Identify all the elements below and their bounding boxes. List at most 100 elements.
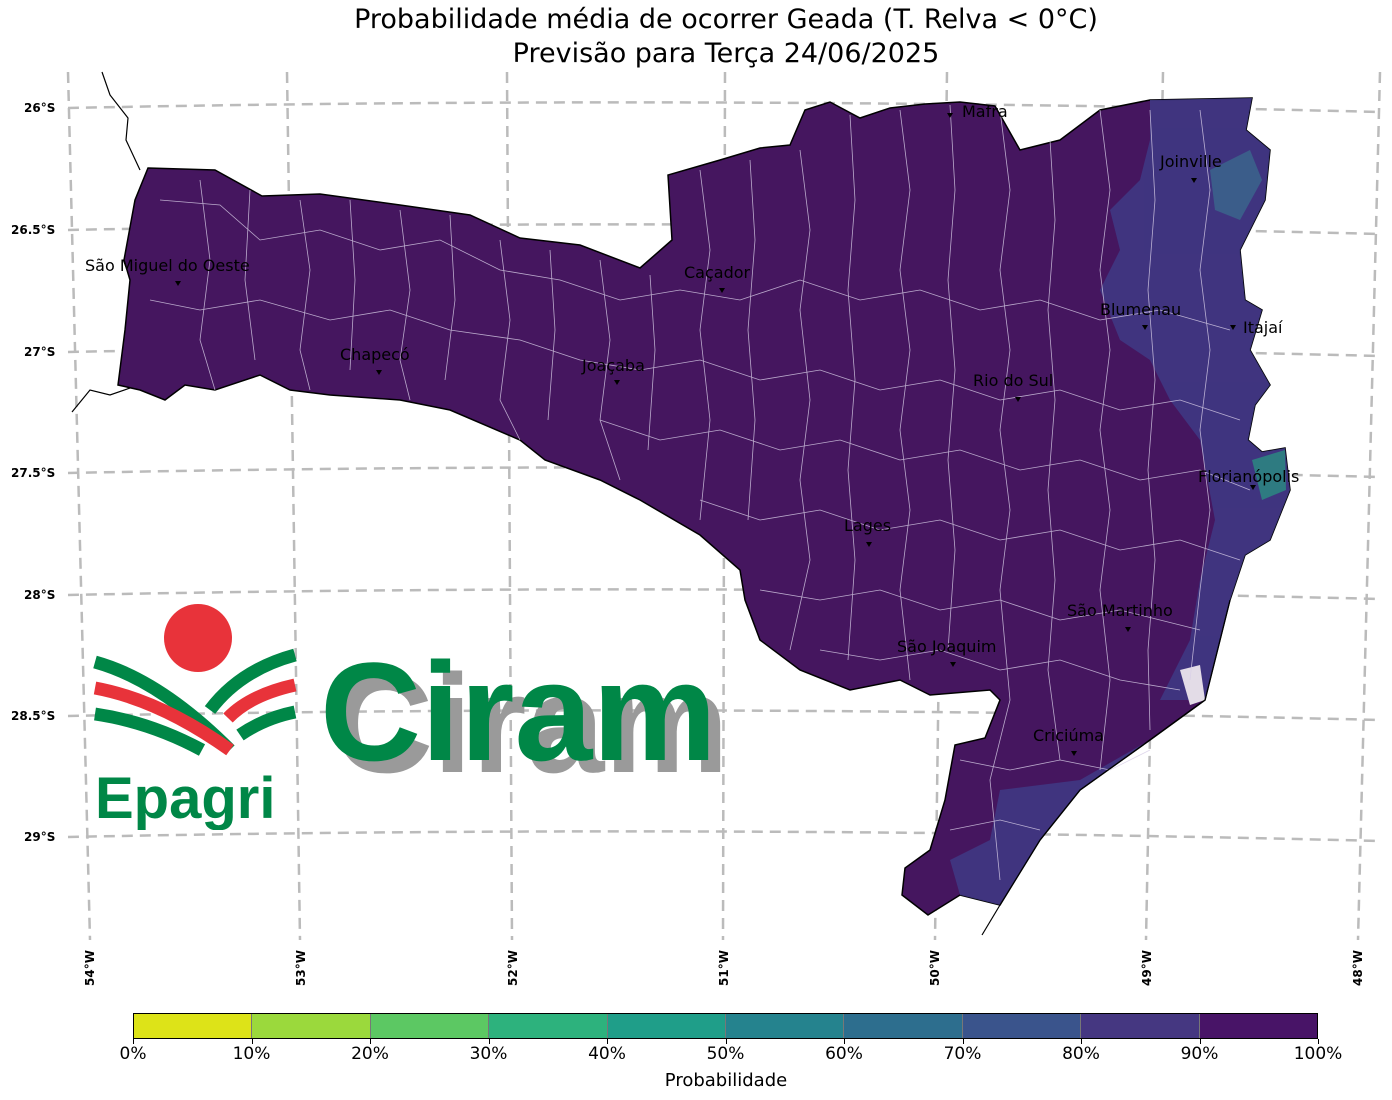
colorbar-tick-mark <box>725 1039 727 1044</box>
city-label-cacador: Caçador <box>684 263 751 282</box>
colorbar-tick-label: 70% <box>943 1044 982 1064</box>
city-label-lages: Lages <box>844 516 892 535</box>
colorbar-tick-label: 30% <box>469 1044 508 1064</box>
grid-line-lat-28.5 <box>67 709 1381 722</box>
logo-ciram-text: Ciram <box>320 633 717 790</box>
lat-label: 26.5°S <box>11 223 56 237</box>
colorbar-tick-mark <box>962 1039 964 1044</box>
city-marker-sao-joaquim <box>950 662 956 667</box>
grid-line-lon-48 <box>1356 71 1382 941</box>
grid-line-lat-28 <box>67 588 1381 601</box>
city-markers <box>175 113 1256 756</box>
lon-label: 52°W <box>506 950 520 986</box>
city-label-joinville: Joinville <box>1160 152 1222 171</box>
colorbar-label: Probabilidade <box>664 1070 788 1091</box>
colorbar-tick-mark <box>1318 1039 1319 1044</box>
colorbar-tick-label: 10% <box>232 1044 271 1064</box>
colorbar-segment <box>726 1014 845 1038</box>
city-label-joacaba: Joaçaba <box>582 356 645 375</box>
colorbar <box>133 1013 1318 1039</box>
colorbar-tick-label: 0% <box>119 1044 147 1064</box>
city-marker-joacaba <box>614 380 620 385</box>
city-marker-sao-martinho <box>1125 627 1131 632</box>
colorbar-segment <box>962 1014 1082 1038</box>
city-label-rio-do-sul: Rio do Sul <box>973 371 1054 390</box>
colorbar-tick-mark <box>488 1039 490 1044</box>
colorbar-tick-label: 100% <box>1293 1044 1343 1064</box>
city-marker-blumenau <box>1142 325 1148 330</box>
colorbar-segment <box>134 1014 253 1038</box>
city-marker-florianopolis <box>1250 485 1256 490</box>
colorbar-segment <box>370 1014 490 1038</box>
colorbar-tick-label: 50% <box>706 1044 745 1064</box>
colorbar-segment <box>607 1014 727 1038</box>
city-label-chapeco: Chapecó <box>340 345 410 364</box>
city-label-sao-martinho: São Martinho <box>1067 601 1173 620</box>
lon-label: 53°W <box>294 950 308 986</box>
colorbar-tick-label: 40% <box>588 1044 626 1064</box>
probability-zones <box>950 98 1290 905</box>
city-marker-chapeco <box>376 370 382 375</box>
coastline-south-extension <box>981 904 1001 936</box>
city-label-sao-miguel-do-oeste: São Miguel do Oeste <box>85 256 250 275</box>
city-marker-sao-miguel-do-oeste <box>175 281 181 286</box>
lat-label: 27°S <box>24 345 56 359</box>
coastline <box>999 599 1231 906</box>
lon-label: 49°W <box>1140 950 1154 986</box>
city-marker-joinville <box>1191 178 1197 183</box>
lon-label: 51°W <box>717 950 731 986</box>
lat-label: 27.5°S <box>11 466 56 480</box>
city-marker-cacador <box>719 288 725 293</box>
city-label-blumenau: Blumenau <box>1100 300 1182 319</box>
logo-epagri-text: Epagri <box>95 766 276 830</box>
municipal-boundaries <box>149 104 1251 881</box>
grid-line-lat-27.5 <box>67 466 1381 479</box>
colorbar-tick-mark <box>607 1039 608 1044</box>
logo-ciram-shadow: Ciram <box>332 645 729 802</box>
city-marker-itajai <box>1230 325 1236 330</box>
city-marker-rio-do-sul <box>1015 397 1021 402</box>
city-marker-mafra <box>947 113 953 118</box>
lat-label: 29°S <box>24 830 56 844</box>
grid-line-lon-54 <box>66 71 92 941</box>
colorbar-tick-mark <box>844 1039 845 1044</box>
lon-label: 54°W <box>83 950 97 986</box>
grid-line-lon-52 <box>505 71 514 941</box>
colorbar-segment <box>1081 1014 1200 1038</box>
colorbar-tick-label: 60% <box>825 1044 863 1064</box>
colorbar-tick-mark <box>1199 1039 1201 1044</box>
grid-line-lat-26 <box>67 101 1381 114</box>
border-line <box>101 71 141 171</box>
lat-label: 28.5°S <box>11 709 56 723</box>
colorbar-tick-mark <box>251 1039 253 1044</box>
city-label-itajai: Itajaí <box>1243 318 1283 337</box>
colorbar-segment <box>489 1014 608 1038</box>
map-subtitle: Previsão para Terça 24/06/2025 <box>512 38 940 69</box>
map-title: Probabilidade média de ocorrer Geada (T.… <box>354 4 1098 35</box>
city-marker-criciuma <box>1071 751 1077 756</box>
logo-fields-icon <box>93 648 297 756</box>
city-label-criciuma: Criciúma <box>1033 726 1104 745</box>
city-label-mafra: Mafra <box>962 102 1008 121</box>
colorbar-segment <box>1199 1014 1318 1038</box>
lat-label: 26°S <box>24 101 56 115</box>
colorbar-tick-label: 20% <box>351 1044 389 1064</box>
epagri-ciram-logo: Epagri Ciram Ciram <box>93 604 729 830</box>
city-label-florianopolis: Florianópolis <box>1198 467 1300 486</box>
city-label-sao-joaquim: São Joaquim <box>897 637 997 656</box>
logo-sun-icon <box>164 604 232 672</box>
colorbar-tick-label: 90% <box>1180 1044 1219 1064</box>
grid-line-lat-29 <box>67 830 1381 843</box>
lon-label: 48°W <box>1351 950 1365 986</box>
colorbar-segment <box>252 1014 371 1038</box>
city-marker-lages <box>866 542 872 547</box>
colorbar-tick-mark <box>370 1039 371 1044</box>
lon-label: 50°W <box>928 950 942 986</box>
lat-label: 28°S <box>24 588 56 602</box>
colorbar-tick-mark <box>1081 1039 1082 1044</box>
map-canvas <box>66 71 1382 941</box>
border-line-south <box>71 387 131 413</box>
colorbar-tick-label: 80% <box>1062 1044 1100 1064</box>
colorbar-tick-mark <box>133 1039 134 1044</box>
colorbar-segment <box>844 1014 963 1038</box>
